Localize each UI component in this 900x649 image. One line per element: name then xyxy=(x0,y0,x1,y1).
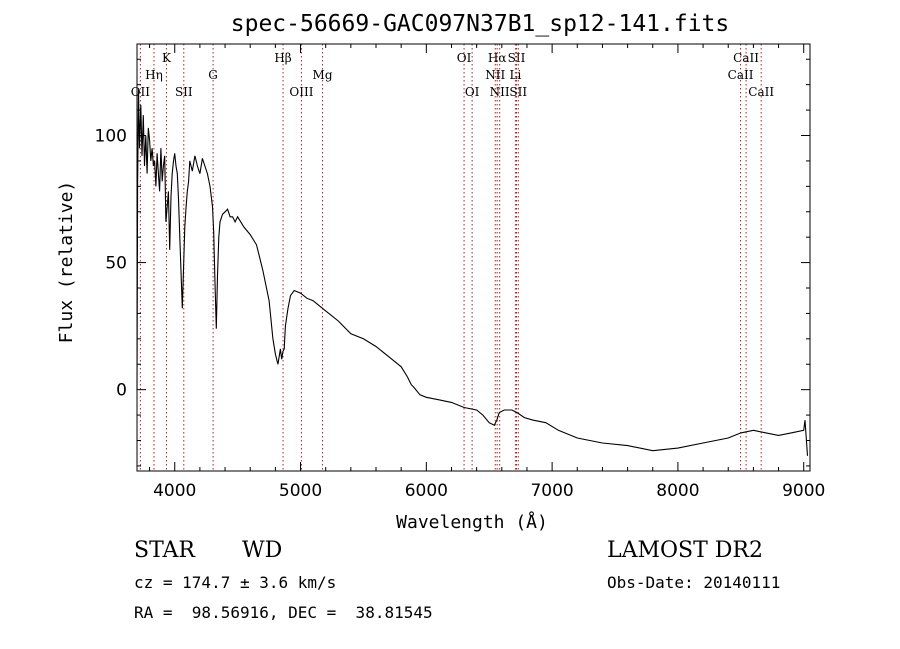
line-marker-label: Hα xyxy=(488,51,507,65)
object-class: STAR xyxy=(134,538,195,563)
plot-frame xyxy=(136,43,811,472)
y-tick-label: 50 xyxy=(105,254,127,274)
line-marker-label: OI xyxy=(465,85,480,99)
line-marker-label: SII xyxy=(175,85,193,99)
y-axis-label: Flux (relative) xyxy=(56,181,77,344)
chart-title: spec-56669-GAC097N37B1_sp12-141.fits xyxy=(231,11,730,37)
spectrum-line xyxy=(136,89,809,456)
line-marker-label: OII xyxy=(131,85,151,99)
x-tick-label: 8000 xyxy=(656,481,699,501)
y-tick-label: 100 xyxy=(95,127,127,147)
x-tick-label: 5000 xyxy=(279,481,322,501)
line-marker-label: Hη xyxy=(145,68,163,82)
observation-date: Obs-Date: 20140111 xyxy=(607,573,781,592)
line-marker-label: SII xyxy=(509,85,527,99)
line-marker-label: Li xyxy=(509,68,521,82)
line-marker-label: NII xyxy=(485,68,505,82)
axis-ticks: 4000 5000 6000 7000 8000 9000 0 50 100 xyxy=(95,44,825,501)
x-tick-label: 4000 xyxy=(153,481,196,501)
emission-line-markers: OIIHηKSIIGHβOIIIMgOIOIHαNIINIISIILiSIICa… xyxy=(131,44,774,471)
line-marker-label: CaII xyxy=(733,51,759,65)
line-marker-label: CaII xyxy=(748,85,774,99)
line-marker-label: Mg xyxy=(313,68,333,82)
x-tick-label: 9000 xyxy=(782,481,825,501)
object-subclass: WD xyxy=(242,538,283,563)
line-marker-label: SII xyxy=(508,51,526,65)
line-marker-label: NII xyxy=(490,85,510,99)
y-tick-label: 0 xyxy=(116,381,127,401)
x-axis-label: Wavelength (Å) xyxy=(396,511,548,533)
redshift-velocity: cz = 174.7 ± 3.6 km/s xyxy=(134,573,337,592)
survey-name: LAMOST DR2 xyxy=(607,538,763,563)
line-marker-label: OIII xyxy=(289,85,313,99)
x-tick-label: 7000 xyxy=(530,481,573,501)
line-marker-label: K xyxy=(162,51,172,65)
line-marker-label: CaII xyxy=(728,68,754,82)
line-marker-label: OI xyxy=(457,51,472,65)
x-tick-label: 6000 xyxy=(405,481,448,501)
line-marker-label: G xyxy=(208,68,218,82)
sky-coordinates: RA = 98.56916, DEC = 38.81545 xyxy=(134,603,433,622)
line-marker-label: Hβ xyxy=(274,51,291,65)
